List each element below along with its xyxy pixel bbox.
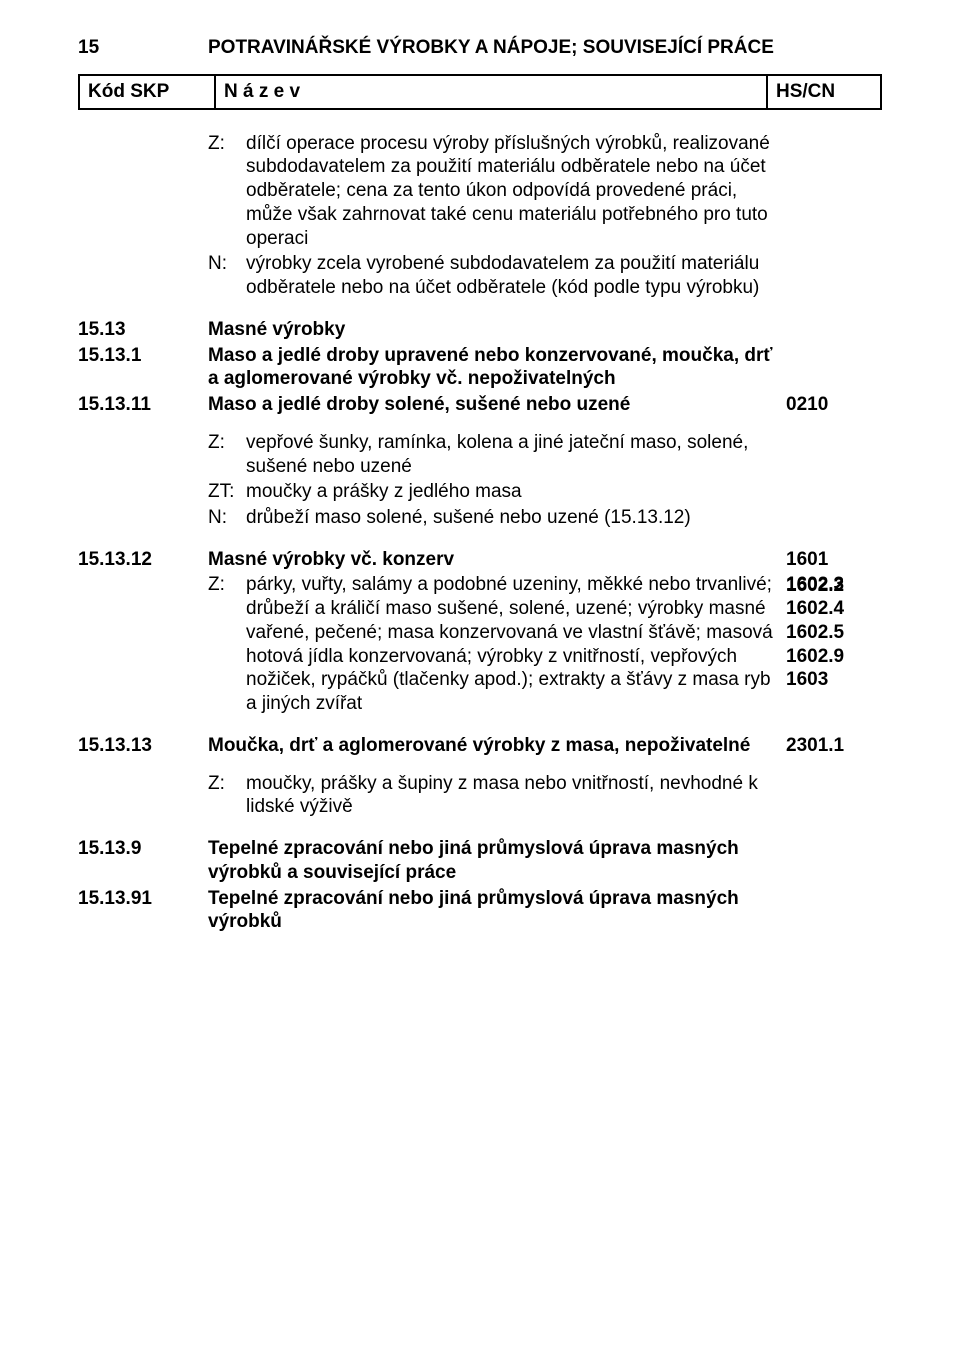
entry-15-13-11: 15.13.11 Maso a jedlé droby solené, suše… xyxy=(78,393,882,417)
entry-15-13-13-notes: Z: moučky, prášky a šupiny z masa nebo v… xyxy=(78,772,882,820)
column-header-row: Kód SKP N á z e v HS/CN xyxy=(78,74,882,110)
name: Maso a jedlé droby solené, sušené nebo u… xyxy=(208,393,786,417)
name: Masné výrobky vč. konzerv xyxy=(208,548,786,572)
z-label: Z: xyxy=(208,431,246,479)
entry-15-13-91: 15.13.91 Tepelné zpracování nebo jiná pr… xyxy=(78,887,882,935)
code: 15.13.1 xyxy=(78,344,208,392)
entry-15-13-1: 15.13.1 Maso a jedlé droby upravené nebo… xyxy=(78,344,882,392)
hs-stack: 1602.3 1602.4 1602.5 1602.9 1603 xyxy=(786,573,882,716)
code: 15.13.91 xyxy=(78,887,208,935)
n-label: N: xyxy=(208,506,246,530)
intro-n-text: výrobky zcela vyrobené subdodavatelem za… xyxy=(246,252,786,300)
header-title: POTRAVINÁŘSKÉ VÝROBKY A NÁPOJE; SOUVISEJ… xyxy=(208,36,774,60)
name: Maso a jedlé droby upravené nebo konzerv… xyxy=(208,344,786,392)
hs-4: 1602.5 xyxy=(786,621,882,645)
hs-3: 1602.4 xyxy=(786,597,882,621)
entry-15-13-12: 15.13.12 Masné výrobky vč. konzerv 1601 xyxy=(78,548,882,572)
n-text: drůbeží maso solené, sušené nebo uzené (… xyxy=(246,506,786,530)
header-code: 15 xyxy=(78,36,208,60)
hs-0: 1601 xyxy=(786,548,882,572)
z-text: párky, vuřty, salámy a podobné uzeniny, … xyxy=(246,573,786,716)
col-hs: HS/CN xyxy=(768,76,880,108)
code: 15.13 xyxy=(78,318,208,342)
zt-text: moučky a prášky z jedlého masa xyxy=(246,480,786,504)
hs-2: 1602.3 xyxy=(786,573,882,597)
intro-n-label: N: xyxy=(208,252,246,300)
z-label: Z: xyxy=(208,573,246,716)
entry-15-13: 15.13 Masné výrobky xyxy=(78,318,882,342)
name: Tepelné zpracování nebo jiná průmyslová … xyxy=(208,887,786,935)
name: Moučka, drť a aglomerované výrobky z mas… xyxy=(208,734,786,758)
col-code: Kód SKP xyxy=(80,76,216,108)
hs: 2301.1 xyxy=(786,734,882,758)
hs: 0210 xyxy=(786,393,882,417)
code: 15.13.13 xyxy=(78,734,208,758)
zt-label: ZT: xyxy=(208,480,246,504)
entry-15-13-13: 15.13.13 Moučka, drť a aglomerované výro… xyxy=(78,734,882,758)
intro-z-text: dílčí operace procesu výroby příslušných… xyxy=(246,132,786,251)
code: 15.13.12 xyxy=(78,548,208,572)
page-header: 15 POTRAVINÁŘSKÉ VÝROBKY A NÁPOJE; SOUVI… xyxy=(78,36,882,60)
entry-15-13-9: 15.13.9 Tepelné zpracování nebo jiná prů… xyxy=(78,837,882,885)
code: 15.13.11 xyxy=(78,393,208,417)
name: Masné výrobky xyxy=(208,318,786,342)
hs-6: 1603 xyxy=(786,668,882,692)
intro-block: Z: dílčí operace procesu výroby příslušn… xyxy=(78,132,882,300)
code: 15.13.9 xyxy=(78,837,208,885)
intro-z-label: Z: xyxy=(208,132,246,251)
name: Tepelné zpracování nebo jiná průmyslová … xyxy=(208,837,786,885)
hs-5: 1602.9 xyxy=(786,645,882,669)
entry-15-13-11-notes: Z: vepřové šunky, ramínka, kolena a jiné… xyxy=(78,431,882,530)
z-text: moučky, prášky a šupiny z masa nebo vnit… xyxy=(246,772,786,820)
z-text: vepřové šunky, ramínka, kolena a jiné ja… xyxy=(246,431,786,479)
z-label: Z: xyxy=(208,772,246,820)
entry-15-13-12-z: Z: párky, vuřty, salámy a podobné uzenin… xyxy=(78,573,882,716)
col-name: N á z e v xyxy=(216,76,768,108)
